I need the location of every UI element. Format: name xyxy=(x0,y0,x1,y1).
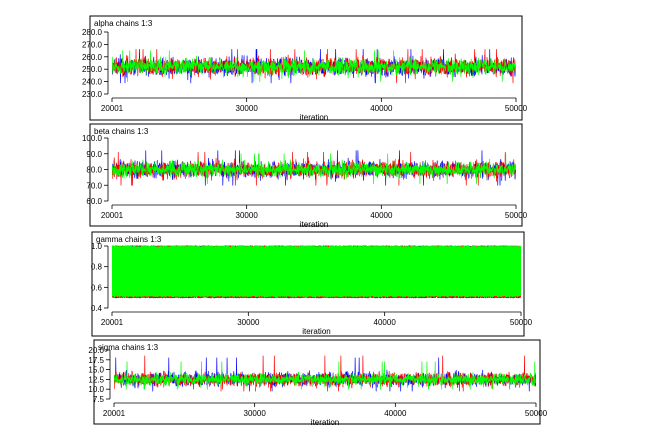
trace-panel-3: gamma chains 1:3 0.4 0.6 0.8 1.0 20001 30000 40… xyxy=(91,231,533,337)
trace-lines xyxy=(112,150,516,186)
x-tick-label: 20001 xyxy=(101,104,124,113)
y-tick-label: 7.5 xyxy=(93,395,105,404)
chain-3-trace xyxy=(112,153,516,185)
y-tick-label: 260.0 xyxy=(82,53,103,62)
trace-lines xyxy=(114,355,536,392)
y-tick-label: 100.0 xyxy=(82,134,103,143)
trace-lines xyxy=(112,49,516,84)
x-tick-label: 50000 xyxy=(525,409,548,418)
trace-panel-4: sigma chains 1:3 7.510.012.515.017.520.0 2… xyxy=(88,339,548,427)
chain-3-trace xyxy=(112,50,516,82)
y-tick-label: 10.0 xyxy=(88,385,104,394)
x-axis-label: iteration xyxy=(311,418,339,427)
y-tick-label: 12.5 xyxy=(88,375,104,384)
x-tick-label: 40000 xyxy=(384,409,407,418)
y-tick-label: 60.0 xyxy=(86,197,102,206)
x-tick-label: 50000 xyxy=(510,318,533,327)
x-tick-label: 30000 xyxy=(236,211,259,220)
x-tick-label: 40000 xyxy=(370,211,393,220)
trace-panel-1: alpha chains 1:3 230.0 240.0 250.0 260.0 270.… xyxy=(82,15,528,122)
x-tick-label: 30000 xyxy=(237,318,260,327)
x-axis-label: iteration xyxy=(302,327,330,336)
y-tick-label: 80.0 xyxy=(86,166,102,175)
x-tick-label: 40000 xyxy=(370,104,393,113)
y-tick-label: 0.4 xyxy=(91,304,103,313)
x-tick-label: 40000 xyxy=(374,318,397,327)
y-tick-label: 280.0 xyxy=(82,28,103,37)
y-tick-label: 240.0 xyxy=(82,78,103,87)
chain-3-trace xyxy=(114,361,536,390)
y-tick-label: 15.0 xyxy=(88,366,104,375)
panel-frame xyxy=(89,123,523,227)
x-tick-label: 30000 xyxy=(236,104,259,113)
panel-title: sigma chains 1:3 xyxy=(98,343,159,352)
chain-3-trace xyxy=(112,245,521,298)
y-tick-label: 0.6 xyxy=(91,283,103,292)
y-tick-label: 250.0 xyxy=(82,65,103,74)
trace-panel-2: beta chains 1:3 60.0 70.0 80.0 90.0 100.0 2000… xyxy=(82,123,528,229)
panel-title: gamma chains 1:3 xyxy=(96,235,162,244)
y-tick-label: 1.0 xyxy=(91,242,103,251)
y-tick-label: 270.0 xyxy=(82,40,103,49)
y-tick-label: 0.8 xyxy=(91,263,103,272)
y-tick-label: 90.0 xyxy=(86,150,102,159)
y-tick-label: 17.5 xyxy=(88,356,104,365)
x-tick-label: 30000 xyxy=(244,409,267,418)
x-axis-label: iteration xyxy=(300,113,328,122)
x-axis-label: iteration xyxy=(300,220,328,229)
x-tick-label: 50000 xyxy=(505,211,528,220)
panel-title: alpha chains 1:3 xyxy=(94,19,153,28)
y-tick-label: 230.0 xyxy=(82,90,103,99)
x-tick-label: 20001 xyxy=(103,409,126,418)
y-tick-label: 70.0 xyxy=(86,181,102,190)
y-tick-label: 20.0 xyxy=(88,346,104,355)
trace-lines xyxy=(112,245,521,299)
x-tick-label: 50000 xyxy=(505,104,528,113)
x-tick-label: 20001 xyxy=(101,211,124,220)
panel-title: beta chains 1:3 xyxy=(94,127,149,136)
chain-2-trace xyxy=(114,355,536,392)
x-tick-label: 20001 xyxy=(101,318,124,327)
